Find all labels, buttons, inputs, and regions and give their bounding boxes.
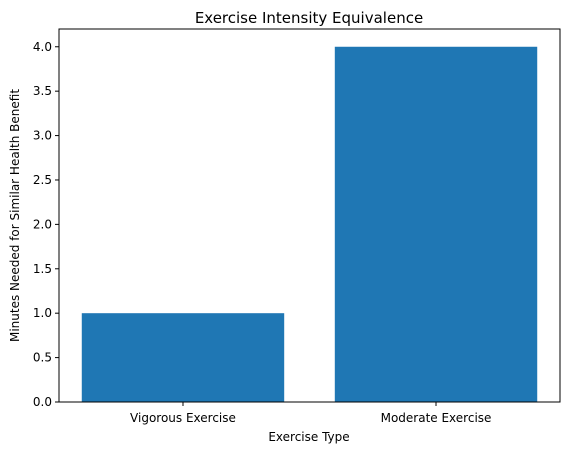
y-tick-label: 3.5 xyxy=(33,84,52,98)
y-tick-label: 2.0 xyxy=(33,217,52,231)
y-axis-label: Minutes Needed for Similar Health Benefi… xyxy=(8,89,22,342)
y-axis-ticks: 0.0 0.5 1.0 1.5 2.0 2.5 3.0 3.5 4.0 xyxy=(33,40,59,409)
y-tick-label: 4.0 xyxy=(33,40,52,54)
bar-moderate-exercise xyxy=(334,46,538,403)
chart-title: Exercise Intensity Equivalence xyxy=(195,9,423,27)
x-tick-label: Vigorous Exercise xyxy=(130,411,236,425)
x-tick-label: Moderate Exercise xyxy=(381,411,492,425)
y-tick-label: 1.5 xyxy=(33,262,52,276)
y-tick-label: 2.5 xyxy=(33,173,52,187)
y-tick-label: 3.0 xyxy=(33,129,52,143)
plot-frame xyxy=(58,28,561,403)
x-axis-label: Exercise Type xyxy=(268,430,349,444)
bar-vigorous-exercise xyxy=(81,313,285,402)
y-tick-label: 0.0 xyxy=(33,395,52,409)
x-axis-ticks: Vigorous Exercise Moderate Exercise xyxy=(130,402,491,425)
y-tick-label: 0.5 xyxy=(33,351,52,365)
y-tick-label: 1.0 xyxy=(33,306,52,320)
bars-group xyxy=(81,46,538,403)
